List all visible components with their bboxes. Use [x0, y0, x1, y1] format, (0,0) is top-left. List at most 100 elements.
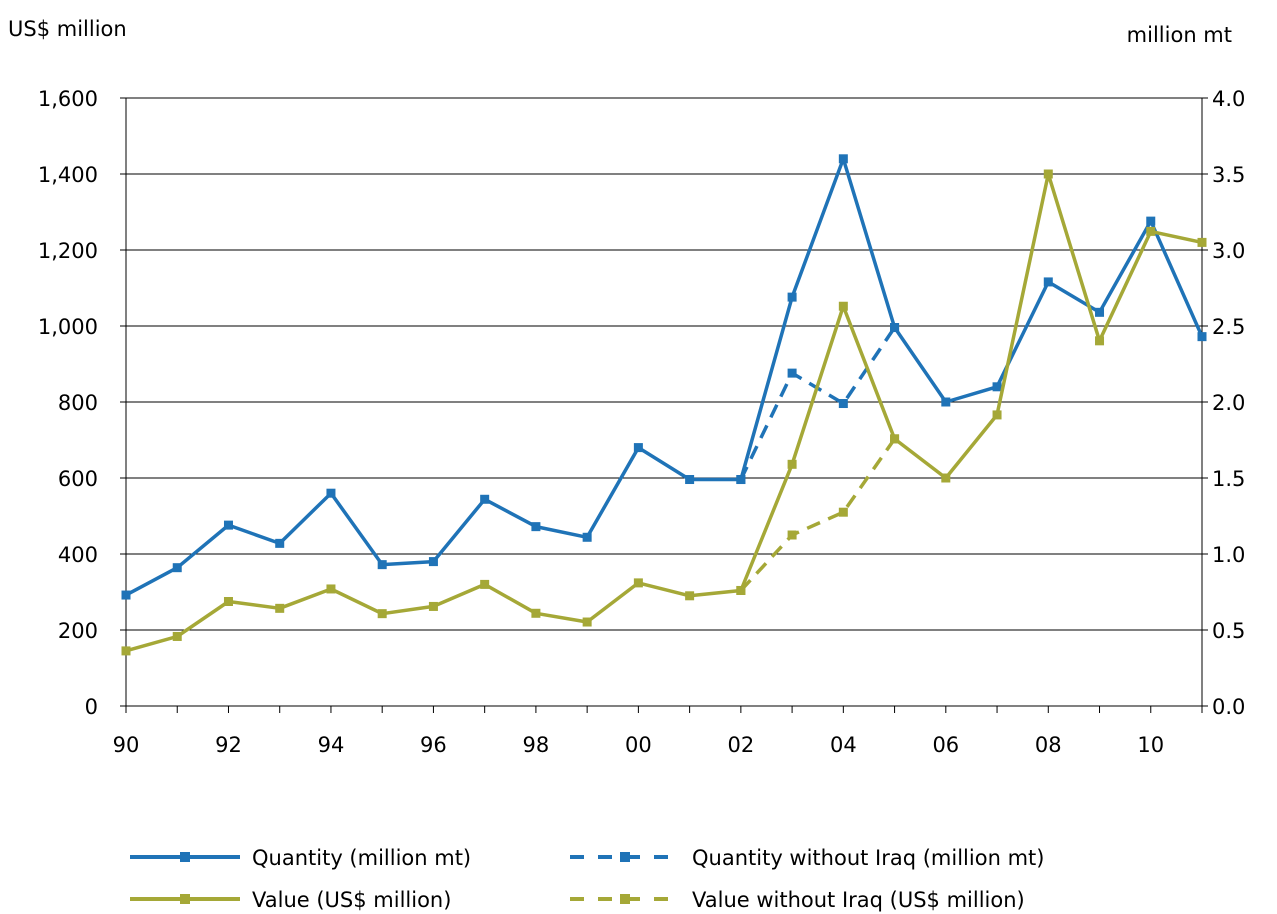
left-axis-ticks: 0 200 400 600 800 1,000 1,200 1,400 1,600 — [38, 87, 126, 719]
x-tick-label: 08 — [1035, 733, 1062, 757]
data-point-quantity-million-mt — [377, 560, 387, 570]
data-point-value-us-million — [992, 410, 1002, 420]
left-tick-label: 800 — [58, 391, 98, 415]
legend-entry: Quantity without Iraq (million mt) — [570, 846, 1044, 870]
data-point-quantity-without-iraq-million-mt — [787, 368, 797, 378]
legend-label: Quantity (million mt) — [252, 846, 471, 870]
data-point-value-us-million — [377, 609, 387, 619]
data-point-quantity-million-mt — [787, 292, 797, 302]
data-point-value-us-million — [582, 617, 592, 627]
legend-entry: Value (US$ million) — [130, 888, 451, 912]
x-tick-label: 02 — [727, 733, 754, 757]
series-line-value-without-iraq-us-million — [739, 437, 897, 592]
left-tick-label: 400 — [58, 543, 98, 567]
data-point-quantity-million-mt — [480, 494, 490, 504]
data-point-quantity-million-mt — [582, 532, 592, 542]
data-point-quantity-million-mt — [633, 443, 643, 453]
right-tick-label: 2.5 — [1212, 315, 1245, 339]
left-tick-label: 1,600 — [38, 87, 98, 111]
x-tick-label: 90 — [113, 733, 140, 757]
data-point-quantity-million-mt — [736, 475, 746, 485]
data-point-value-us-million — [531, 608, 541, 618]
right-axis-title: million mt — [1127, 23, 1232, 47]
data-point-value-us-million — [787, 459, 797, 469]
legend: Quantity (million mt) Quantity without Ir… — [130, 846, 1044, 912]
data-point-quantity-million-mt — [275, 538, 285, 548]
data-point-quantity-million-mt — [531, 522, 541, 532]
data-point-value-us-million — [326, 584, 336, 594]
data-point-value-us-million — [275, 603, 285, 613]
data-point-quantity-million-mt — [838, 154, 848, 164]
legend-swatch-marker — [180, 894, 190, 904]
data-point-quantity-million-mt — [1146, 216, 1156, 226]
data-point-value-without-iraq-us-million — [838, 507, 848, 517]
data-point-quantity-million-mt — [685, 475, 695, 485]
data-point-value-us-million — [633, 578, 643, 588]
data-point-value-us-million — [736, 585, 746, 595]
left-tick-label: 600 — [58, 467, 98, 491]
left-tick-label: 1,400 — [38, 163, 98, 187]
series-layer — [121, 154, 1207, 656]
data-point-quantity-without-iraq-million-mt — [838, 399, 848, 409]
series-line-value-us-million — [125, 172, 1203, 653]
data-point-quantity-million-mt — [890, 323, 900, 333]
x-tick-label: 96 — [420, 733, 447, 757]
right-tick-label: 4.0 — [1212, 87, 1245, 111]
gridlines — [126, 97, 1202, 631]
data-point-value-us-million — [685, 591, 695, 601]
legend-label: Quantity without Iraq (million mt) — [692, 846, 1044, 870]
data-point-value-us-million — [121, 646, 131, 656]
data-point-value-us-million — [1043, 169, 1053, 179]
x-tick-label: 92 — [215, 733, 242, 757]
x-tick-label: 00 — [625, 733, 652, 757]
x-tick-label: 04 — [830, 733, 857, 757]
legend-swatch-marker — [180, 852, 190, 862]
left-tick-label: 1,000 — [38, 315, 98, 339]
series-line-quantity-million-mt — [125, 157, 1204, 597]
right-tick-label: 1.5 — [1212, 467, 1245, 491]
left-tick-label: 1,200 — [38, 239, 98, 263]
data-point-value-us-million — [1197, 237, 1207, 247]
data-point-quantity-million-mt — [326, 488, 336, 498]
data-point-quantity-million-mt — [1095, 307, 1105, 317]
data-point-value-us-million — [838, 301, 848, 311]
legend-swatch-marker — [620, 894, 630, 904]
right-tick-label: 2.0 — [1212, 391, 1245, 415]
left-tick-label: 0 — [85, 695, 98, 719]
data-point-value-us-million — [223, 597, 233, 606]
data-point-value-us-million — [480, 579, 490, 589]
right-tick-label: 0.5 — [1212, 619, 1245, 643]
legend-label: Value (US$ million) — [252, 888, 451, 912]
data-point-value-us-million — [890, 434, 900, 444]
data-point-quantity-million-mt — [121, 590, 131, 600]
x-tick-label: 10 — [1137, 733, 1164, 757]
data-point-value-without-iraq-us-million — [787, 530, 797, 540]
legend-entry: Value without Iraq (US$ million) — [570, 888, 1025, 912]
right-tick-label: 1.0 — [1212, 543, 1245, 567]
data-point-quantity-million-mt — [1043, 277, 1053, 287]
data-point-value-us-million — [172, 631, 182, 641]
data-point-quantity-million-mt — [172, 563, 182, 573]
right-tick-label: 0.0 — [1212, 695, 1245, 719]
right-tick-label: 3.0 — [1212, 239, 1245, 263]
x-tick-label: 94 — [318, 733, 345, 757]
data-point-value-us-million — [941, 473, 951, 483]
x-tick-label: 06 — [932, 733, 959, 757]
data-point-quantity-million-mt — [941, 397, 951, 407]
data-point-quantity-million-mt — [428, 557, 438, 567]
data-point-value-us-million — [428, 601, 438, 611]
left-axis-title: US$ million — [8, 17, 127, 41]
x-axis-ticks: 90 92 94 96 98 00 02 04 06 08 10 — [113, 706, 1203, 757]
data-point-value-us-million — [1146, 226, 1156, 236]
x-tick-label: 98 — [523, 733, 550, 757]
data-point-quantity-million-mt — [992, 382, 1002, 392]
data-point-value-us-million — [1095, 336, 1105, 346]
data-point-quantity-million-mt — [1197, 332, 1207, 342]
left-tick-label: 200 — [58, 619, 98, 643]
right-axis-ticks: 0.0 0.5 1.0 1.5 2.0 2.5 3.0 3.5 4.0 — [1202, 87, 1245, 719]
legend-entry: Quantity (million mt) — [130, 846, 471, 870]
right-tick-label: 3.5 — [1212, 163, 1245, 187]
legend-label: Value without Iraq (US$ million) — [692, 888, 1025, 912]
legend-swatch-marker — [620, 852, 630, 862]
